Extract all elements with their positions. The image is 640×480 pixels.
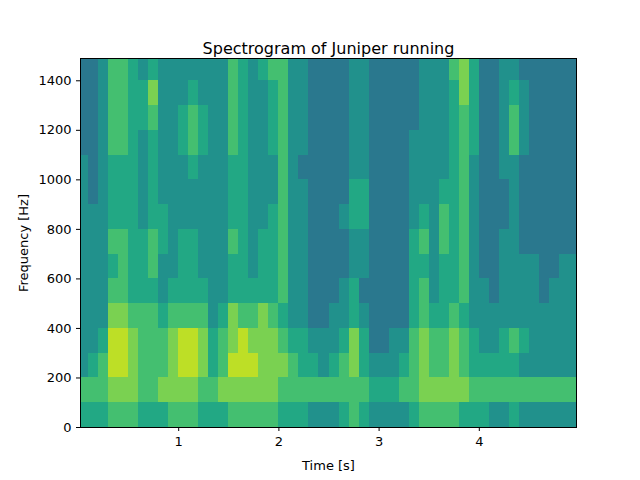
svg-text:2: 2: [275, 434, 283, 449]
svg-text:1200: 1200: [38, 122, 71, 137]
svg-text:Spectrogram of Juniper running: Spectrogram of Juniper running: [203, 39, 455, 58]
svg-text:Time [s]: Time [s]: [301, 458, 355, 473]
svg-text:400: 400: [47, 321, 72, 336]
svg-text:600: 600: [47, 271, 72, 286]
svg-text:3: 3: [375, 434, 383, 449]
svg-text:0: 0: [63, 420, 71, 435]
svg-text:1400: 1400: [38, 73, 71, 88]
svg-text:1000: 1000: [38, 172, 71, 187]
svg-text:1: 1: [175, 434, 183, 449]
svg-text:4: 4: [475, 434, 483, 449]
svg-text:200: 200: [47, 370, 72, 385]
svg-text:800: 800: [47, 222, 72, 237]
svg-text:Frequency [Hz]: Frequency [Hz]: [16, 194, 31, 292]
